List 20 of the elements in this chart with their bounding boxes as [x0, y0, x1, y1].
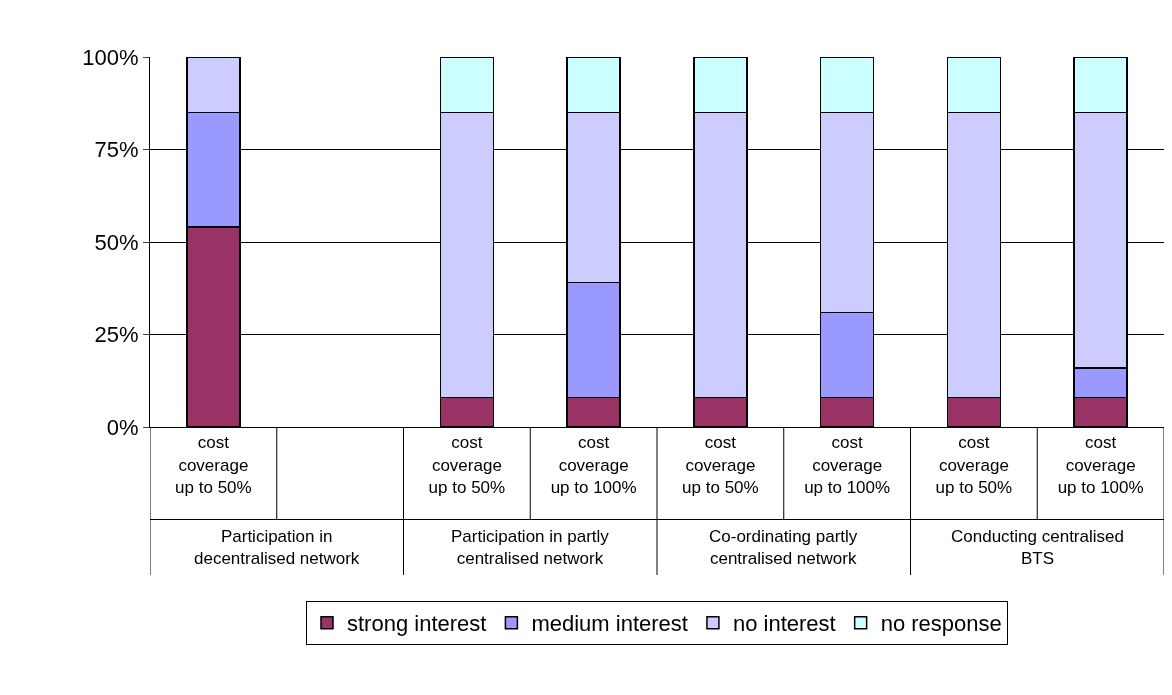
legend-label: no interest — [732, 611, 836, 637]
x-tick-label: cost coverage up to 100% — [550, 433, 637, 497]
legend-label: strong interest — [347, 611, 487, 637]
legend-label: no response — [880, 611, 1002, 637]
x-tick-label: cost coverage up to 50% — [935, 433, 1013, 497]
text: Conducting centralised BTS — [951, 527, 1124, 569]
y-tick-label: 100% — [82, 44, 139, 70]
text: Participation in partly centralised network — [451, 527, 610, 569]
x-tick-label: cost coverage up to 100% — [1057, 433, 1144, 497]
y-tick-label: 0% — [106, 414, 139, 440]
y-tick-label: 50% — [94, 229, 139, 255]
y-tick-label: 75% — [94, 137, 139, 163]
x-tick-label: cost coverage up to 50% — [175, 433, 252, 497]
x-tick-label: cost coverage up to 50% — [428, 433, 506, 497]
legend-label: medium interest — [531, 611, 688, 637]
x-tick-label: cost coverage up to 50% — [682, 433, 759, 497]
x-tick-label: cost coverage up to 100% — [804, 433, 891, 497]
text: Co-ordinating partly centralised network — [709, 527, 858, 569]
y-tick-label: 25% — [94, 322, 139, 348]
text: Participation in decentralised network — [194, 527, 360, 569]
